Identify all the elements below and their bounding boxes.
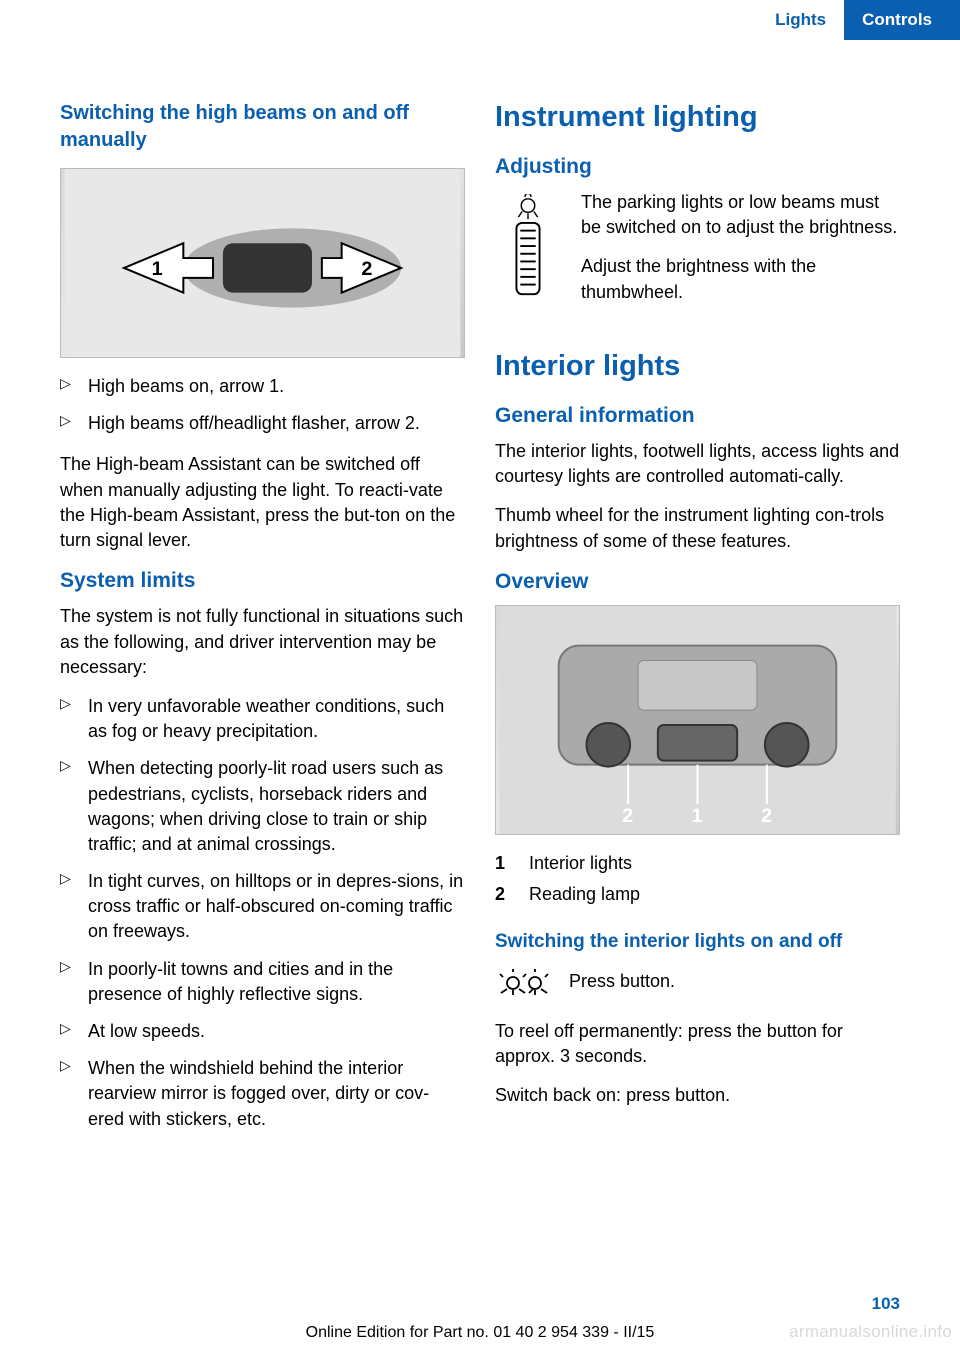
page-header: Lights Controls (0, 0, 960, 40)
heading-overview: Overview (495, 568, 900, 595)
list-item: High beams on, arrow 1. (60, 374, 465, 399)
overhead-console-svg: 2 1 2 (496, 606, 899, 834)
list-item: At low speeds. (60, 1019, 465, 1044)
paragraph-general-2: Thumb wheel for the instrument lighting … (495, 503, 900, 553)
press-button-row: Press button. (495, 969, 900, 1005)
paragraph-system-intro: The system is not fully functional in si… (60, 604, 465, 680)
definition-text: Reading lamp (529, 882, 640, 907)
high-beam-list: High beams on, arrow 1. High beams off/h… (60, 374, 465, 436)
system-limits-list: In very unfavorable weather conditions, … (60, 694, 465, 1132)
interior-light-button-icon (495, 969, 551, 1005)
figure-high-beam-lever: 1 2 (60, 168, 465, 358)
figure-overhead-console: 2 1 2 (495, 605, 900, 835)
page-content: Switching the high beams on and off manu… (0, 40, 960, 1148)
svg-text:2: 2 (622, 805, 633, 827)
heading-switch-interior: Switching the interior lights on and off (495, 929, 900, 955)
svg-text:2: 2 (361, 258, 372, 280)
left-column: Switching the high beams on and off manu… (60, 100, 465, 1148)
heading-general-info: General information (495, 402, 900, 429)
thumbwheel-icon (495, 190, 561, 300)
list-item: When the windshield behind the interior … (60, 1056, 465, 1132)
svg-text:1: 1 (692, 805, 703, 827)
definition-text: Interior lights (529, 851, 632, 876)
list-item: High beams off/headlight flasher, arrow … (60, 411, 465, 436)
high-beam-lever-svg: 1 2 (61, 169, 464, 357)
heading-adjusting: Adjusting (495, 153, 900, 180)
paragraph-adjust-2: Adjust the brightness with the thumbwhee… (581, 254, 900, 304)
thumbwheel-block: The parking lights or low beams must be … (495, 190, 900, 319)
page-number: 103 (872, 1294, 900, 1314)
paragraph-general-1: The interior lights, footwell lights, ac… (495, 439, 900, 489)
heading-switch-high-beams: Switching the high beams on and off manu… (60, 100, 465, 154)
right-column: Instrument lighting Adjusting (495, 100, 900, 1148)
paragraph-switch-back: Switch back on: press button. (495, 1083, 900, 1108)
svg-text:2: 2 (761, 805, 772, 827)
heading-interior-lights: Interior lights (495, 349, 900, 384)
definition-number: 2 (495, 882, 513, 907)
list-item: In poorly-lit towns and cities and in th… (60, 957, 465, 1007)
heading-system-limits: System limits (60, 567, 465, 594)
definition-number: 1 (495, 851, 513, 876)
list-item: In tight curves, on hilltops or in depre… (60, 869, 465, 945)
svg-text:1: 1 (152, 258, 163, 280)
list-item: When detecting poorly-lit road users suc… (60, 756, 465, 857)
paragraph-adjust-1: The parking lights or low beams must be … (581, 190, 900, 240)
tab-lights: Lights (757, 0, 844, 40)
paragraph-hba: The High-beam Assistant can be switched … (60, 452, 465, 553)
heading-instrument-lighting: Instrument lighting (495, 100, 900, 135)
paragraph-press-button: Press button. (569, 969, 675, 994)
tab-controls: Controls (844, 0, 960, 40)
paragraph-reel-off: To reel off permanently: press the butto… (495, 1019, 900, 1069)
header-tabs: Lights Controls (757, 0, 960, 40)
overview-definitions: 1 Interior lights 2 Reading lamp (495, 851, 900, 907)
definition-row: 1 Interior lights (495, 851, 900, 876)
watermark: armanualsonline.info (789, 1322, 952, 1342)
thumbwheel-text: The parking lights or low beams must be … (581, 190, 900, 319)
list-item: In very unfavorable weather conditions, … (60, 694, 465, 744)
definition-row: 2 Reading lamp (495, 882, 900, 907)
